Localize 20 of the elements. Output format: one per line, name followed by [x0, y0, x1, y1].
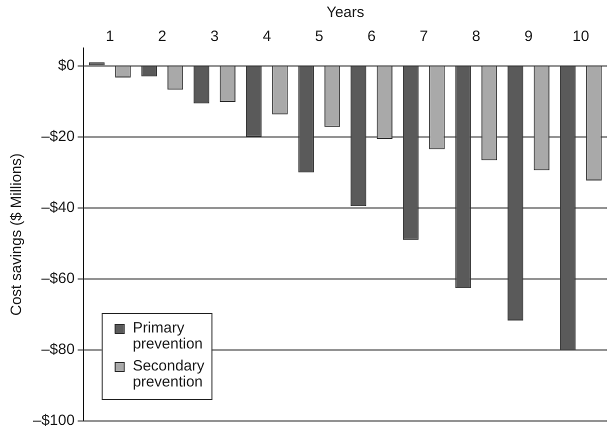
y-tick-label: –$40 [41, 199, 75, 216]
y-tick-label: –$20 [41, 128, 75, 145]
x-tick-label: 9 [524, 28, 533, 46]
y-axis-title: Cost savings ($ Millions) [8, 153, 26, 316]
y-tick-label: –$100 [32, 412, 75, 430]
x-tick-label: 4 [262, 28, 272, 46]
x-tick-label: 1 [106, 28, 114, 46]
x-tick-label: 8 [472, 28, 480, 46]
x-tick-label: 5 [315, 28, 324, 46]
x-tick-label: 3 [210, 28, 219, 46]
legend-label: Primary prevention [132, 320, 203, 353]
legend-label: Secondary prevention [132, 358, 205, 391]
x-tick-label: 7 [420, 28, 428, 46]
y-tick-label: –$80 [41, 341, 75, 358]
x-tick-label: 6 [367, 28, 376, 46]
x-tick-label: 2 [158, 28, 166, 46]
x-tick-label: 10 [572, 28, 590, 46]
y-tick-label: –$60 [41, 270, 75, 288]
x-axis-title: Years [326, 4, 364, 22]
y-tick-label: $0 [58, 56, 75, 74]
